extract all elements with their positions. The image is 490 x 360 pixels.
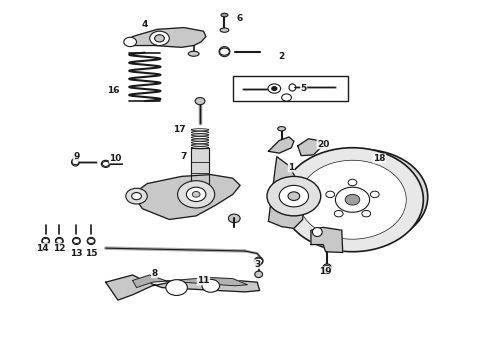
Ellipse shape <box>191 131 209 134</box>
Text: 10: 10 <box>109 154 122 163</box>
Text: 4: 4 <box>142 19 148 28</box>
Ellipse shape <box>73 237 80 244</box>
Text: 9: 9 <box>73 152 79 161</box>
Circle shape <box>42 238 49 243</box>
Circle shape <box>56 238 63 243</box>
Circle shape <box>272 87 277 90</box>
Circle shape <box>195 98 205 105</box>
Text: 6: 6 <box>237 14 243 23</box>
Circle shape <box>282 94 292 101</box>
Text: 11: 11 <box>197 276 210 285</box>
Ellipse shape <box>188 51 199 56</box>
Circle shape <box>166 280 187 296</box>
Polygon shape <box>311 227 343 252</box>
Ellipse shape <box>220 28 229 32</box>
Circle shape <box>202 279 220 292</box>
Text: 2: 2 <box>278 52 285 61</box>
Circle shape <box>220 48 229 55</box>
Circle shape <box>228 214 240 223</box>
Circle shape <box>324 265 331 270</box>
Ellipse shape <box>42 237 49 244</box>
Text: 7: 7 <box>181 152 187 161</box>
Circle shape <box>319 175 386 224</box>
Circle shape <box>102 161 109 166</box>
Polygon shape <box>298 139 321 156</box>
Circle shape <box>299 149 428 244</box>
Ellipse shape <box>191 134 209 136</box>
Text: 1: 1 <box>288 163 294 172</box>
Text: 12: 12 <box>53 244 66 253</box>
Circle shape <box>255 258 263 264</box>
Ellipse shape <box>191 147 209 149</box>
Polygon shape <box>133 275 247 288</box>
Polygon shape <box>269 137 294 153</box>
Text: 19: 19 <box>319 267 332 276</box>
Ellipse shape <box>191 144 209 146</box>
Circle shape <box>299 160 406 239</box>
Circle shape <box>177 181 215 208</box>
Circle shape <box>124 37 137 46</box>
Ellipse shape <box>254 257 263 265</box>
Polygon shape <box>269 157 304 228</box>
Bar <box>233 76 347 101</box>
Circle shape <box>345 194 360 205</box>
Ellipse shape <box>191 136 209 139</box>
Text: 13: 13 <box>70 249 83 258</box>
Circle shape <box>186 187 206 202</box>
Ellipse shape <box>55 237 63 244</box>
Circle shape <box>362 211 370 217</box>
Ellipse shape <box>289 84 296 91</box>
Ellipse shape <box>101 160 110 167</box>
Ellipse shape <box>191 129 209 131</box>
Circle shape <box>192 192 200 197</box>
Ellipse shape <box>219 46 230 57</box>
Text: 17: 17 <box>172 125 185 134</box>
Text: 8: 8 <box>151 269 158 278</box>
Polygon shape <box>125 28 206 47</box>
Text: 5: 5 <box>300 84 307 93</box>
Text: 20: 20 <box>317 140 329 149</box>
Polygon shape <box>191 148 209 187</box>
Circle shape <box>282 148 423 252</box>
Ellipse shape <box>72 158 79 166</box>
Circle shape <box>150 31 169 45</box>
Ellipse shape <box>323 264 331 272</box>
Circle shape <box>268 84 281 93</box>
Text: 3: 3 <box>254 260 260 269</box>
Text: 16: 16 <box>107 86 120 95</box>
Circle shape <box>279 185 309 207</box>
Circle shape <box>155 35 164 42</box>
Circle shape <box>126 188 147 204</box>
Ellipse shape <box>191 139 209 141</box>
Ellipse shape <box>313 228 322 237</box>
Circle shape <box>335 187 369 212</box>
Text: 18: 18 <box>373 154 386 163</box>
Circle shape <box>132 193 142 200</box>
Circle shape <box>370 191 379 198</box>
Polygon shape <box>133 175 240 220</box>
Circle shape <box>267 176 321 216</box>
Circle shape <box>72 159 79 165</box>
Circle shape <box>348 179 357 186</box>
Circle shape <box>326 191 335 198</box>
Ellipse shape <box>221 13 228 17</box>
Circle shape <box>73 238 80 243</box>
Circle shape <box>288 192 300 201</box>
Circle shape <box>334 211 343 217</box>
Ellipse shape <box>278 127 286 131</box>
Text: 15: 15 <box>85 249 98 258</box>
Ellipse shape <box>87 237 95 244</box>
Circle shape <box>88 238 95 243</box>
Ellipse shape <box>255 271 263 278</box>
Polygon shape <box>106 275 260 300</box>
Text: 14: 14 <box>36 244 49 253</box>
Ellipse shape <box>191 141 209 144</box>
